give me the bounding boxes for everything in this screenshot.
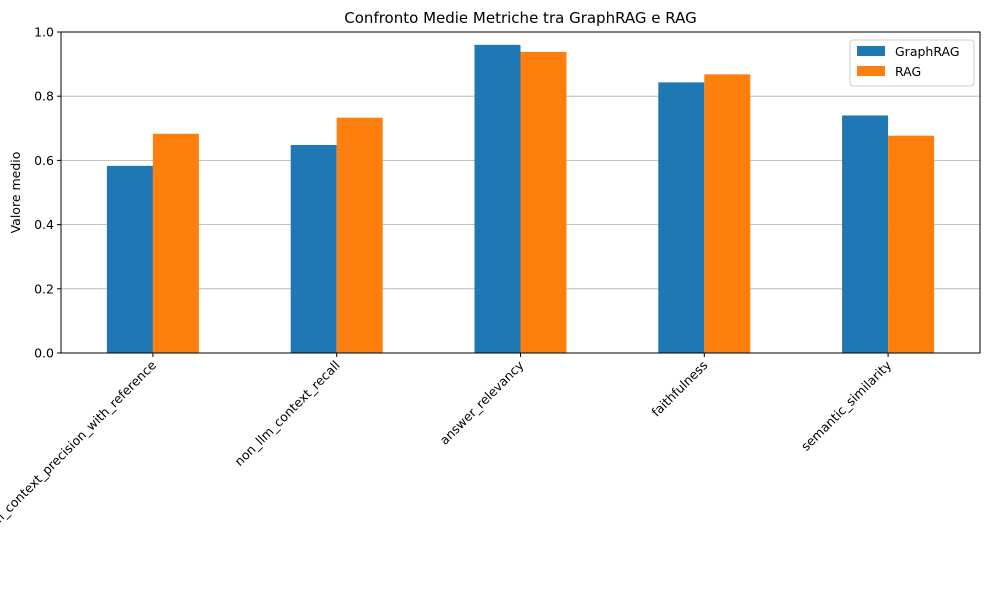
bar-rag-1 — [336, 117, 383, 353]
x-axis: non_llm_context_precision_with_reference… — [0, 353, 895, 554]
legend-label: RAG — [895, 64, 921, 79]
bar-rag-3 — [704, 74, 751, 353]
bar-rag-0 — [152, 133, 199, 353]
bar-graphrag-1 — [290, 144, 337, 353]
bar-rag-4 — [888, 135, 935, 353]
legend-label: GraphRAG — [895, 44, 960, 59]
bar-graphrag-0 — [106, 165, 153, 353]
bar-graphrag-3 — [658, 82, 705, 353]
x-tick-label: semantic_similarity — [798, 357, 895, 454]
bars — [106, 44, 935, 354]
bar-rag-2 — [520, 51, 567, 353]
y-tick-label: 0.2 — [34, 281, 54, 296]
y-tick-label: 1.0 — [34, 25, 54, 40]
x-tick-label: answer_relevancy — [437, 357, 527, 447]
bar-graphrag-2 — [474, 44, 521, 354]
legend: GraphRAG RAG — [849, 39, 975, 87]
x-tick-label: non_llm_context_precision_with_reference — [0, 357, 159, 554]
y-tick-label: 0.8 — [34, 89, 54, 104]
x-tick-label: non_llm_context_recall — [231, 358, 342, 469]
y-tick-label: 0.0 — [34, 346, 54, 361]
y-axis-label: Valore medio — [8, 152, 23, 234]
bar-graphrag-4 — [842, 115, 889, 354]
y-tick-label: 0.4 — [34, 217, 54, 232]
legend-swatch — [857, 66, 885, 76]
y-axis: 0.0 0.2 0.4 0.6 0.8 1.0 — [34, 25, 61, 361]
chart-title: Confronto Medie Metriche tra GraphRAG e … — [344, 9, 696, 27]
y-tick-label: 0.6 — [34, 153, 54, 168]
legend-swatch — [857, 46, 885, 56]
x-tick-label: faithfulness — [648, 358, 710, 420]
